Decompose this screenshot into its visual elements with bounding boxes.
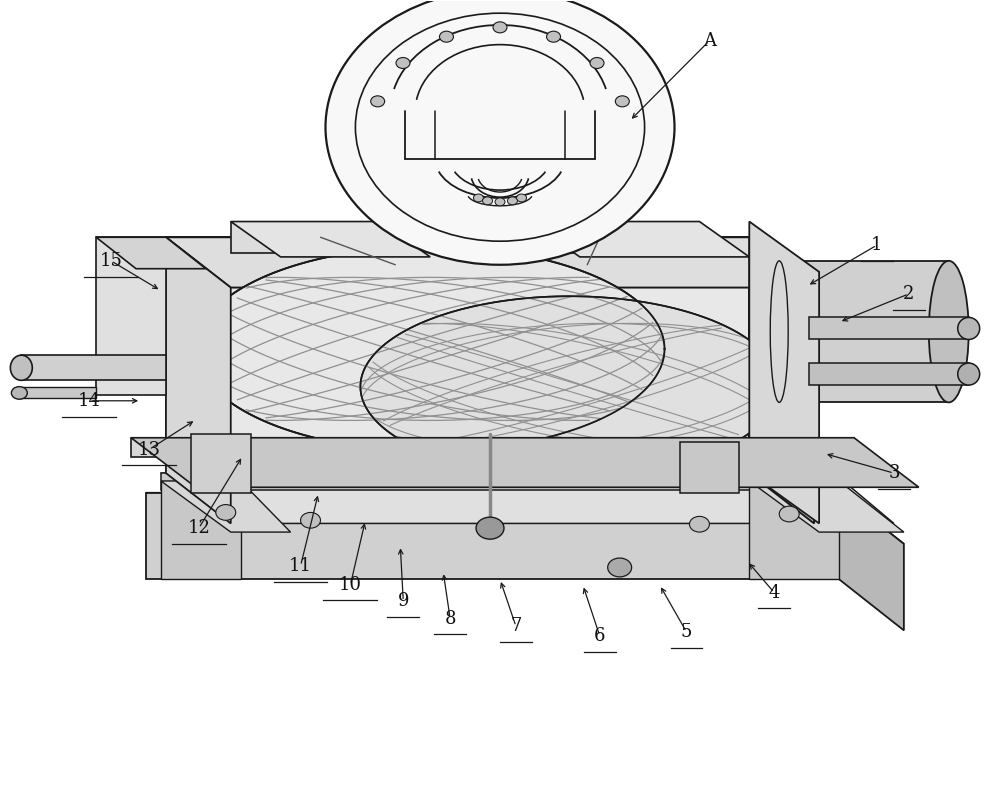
Polygon shape	[166, 237, 749, 473]
Polygon shape	[749, 481, 904, 532]
Text: 10: 10	[339, 576, 362, 594]
Text: 6: 6	[594, 627, 605, 645]
Polygon shape	[680, 442, 739, 493]
Circle shape	[371, 95, 385, 107]
Ellipse shape	[10, 355, 32, 380]
Polygon shape	[839, 493, 904, 630]
Polygon shape	[360, 296, 779, 477]
Circle shape	[493, 22, 507, 33]
Polygon shape	[196, 247, 665, 451]
Ellipse shape	[958, 363, 980, 385]
Text: 3: 3	[888, 464, 900, 482]
Circle shape	[495, 198, 505, 206]
Ellipse shape	[958, 317, 980, 339]
Text: 7: 7	[510, 618, 522, 635]
Polygon shape	[96, 237, 206, 269]
Polygon shape	[96, 237, 166, 394]
Text: 9: 9	[398, 593, 409, 610]
Polygon shape	[161, 481, 291, 532]
Polygon shape	[749, 222, 819, 523]
Text: 13: 13	[137, 440, 160, 458]
Polygon shape	[21, 355, 166, 380]
Text: 15: 15	[100, 252, 123, 270]
Polygon shape	[749, 237, 814, 523]
Polygon shape	[161, 473, 834, 491]
Text: 4: 4	[769, 584, 780, 602]
Circle shape	[779, 507, 799, 522]
Text: 1: 1	[871, 236, 883, 254]
Circle shape	[325, 0, 675, 265]
Polygon shape	[779, 261, 949, 402]
Text: 11: 11	[289, 557, 312, 575]
Circle shape	[301, 512, 320, 528]
Ellipse shape	[929, 261, 969, 402]
Polygon shape	[146, 493, 904, 544]
Polygon shape	[161, 481, 241, 579]
Polygon shape	[131, 438, 919, 488]
Polygon shape	[530, 222, 749, 257]
Circle shape	[517, 194, 527, 202]
Polygon shape	[231, 222, 380, 253]
Polygon shape	[19, 387, 96, 398]
Ellipse shape	[11, 387, 27, 399]
Circle shape	[476, 517, 504, 539]
Circle shape	[216, 505, 236, 520]
Circle shape	[439, 32, 453, 42]
Polygon shape	[131, 438, 854, 458]
Circle shape	[473, 194, 483, 202]
Circle shape	[547, 32, 561, 42]
Polygon shape	[809, 317, 969, 339]
Polygon shape	[191, 434, 251, 493]
Text: A: A	[703, 32, 716, 50]
Polygon shape	[166, 237, 814, 287]
Text: 8: 8	[444, 610, 456, 627]
Text: 14: 14	[78, 392, 101, 409]
Polygon shape	[749, 481, 839, 579]
Circle shape	[608, 558, 632, 577]
Polygon shape	[166, 237, 231, 523]
Text: 2: 2	[903, 285, 915, 303]
Polygon shape	[530, 222, 699, 253]
Polygon shape	[146, 493, 839, 579]
Circle shape	[615, 95, 629, 107]
Circle shape	[396, 58, 410, 69]
Circle shape	[590, 58, 604, 69]
Circle shape	[483, 197, 493, 205]
Circle shape	[507, 197, 517, 205]
Polygon shape	[161, 473, 894, 523]
Text: 12: 12	[187, 519, 210, 537]
Polygon shape	[809, 363, 969, 385]
Polygon shape	[231, 222, 430, 257]
Text: 5: 5	[681, 623, 692, 641]
Circle shape	[689, 516, 709, 532]
